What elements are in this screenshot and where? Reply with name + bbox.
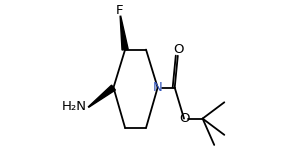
Polygon shape [88,85,115,107]
Text: O: O [173,43,184,56]
Text: F: F [116,4,123,17]
Text: O: O [179,112,189,125]
Polygon shape [120,16,128,50]
Text: H₂N: H₂N [62,100,87,113]
Text: N: N [153,81,162,94]
